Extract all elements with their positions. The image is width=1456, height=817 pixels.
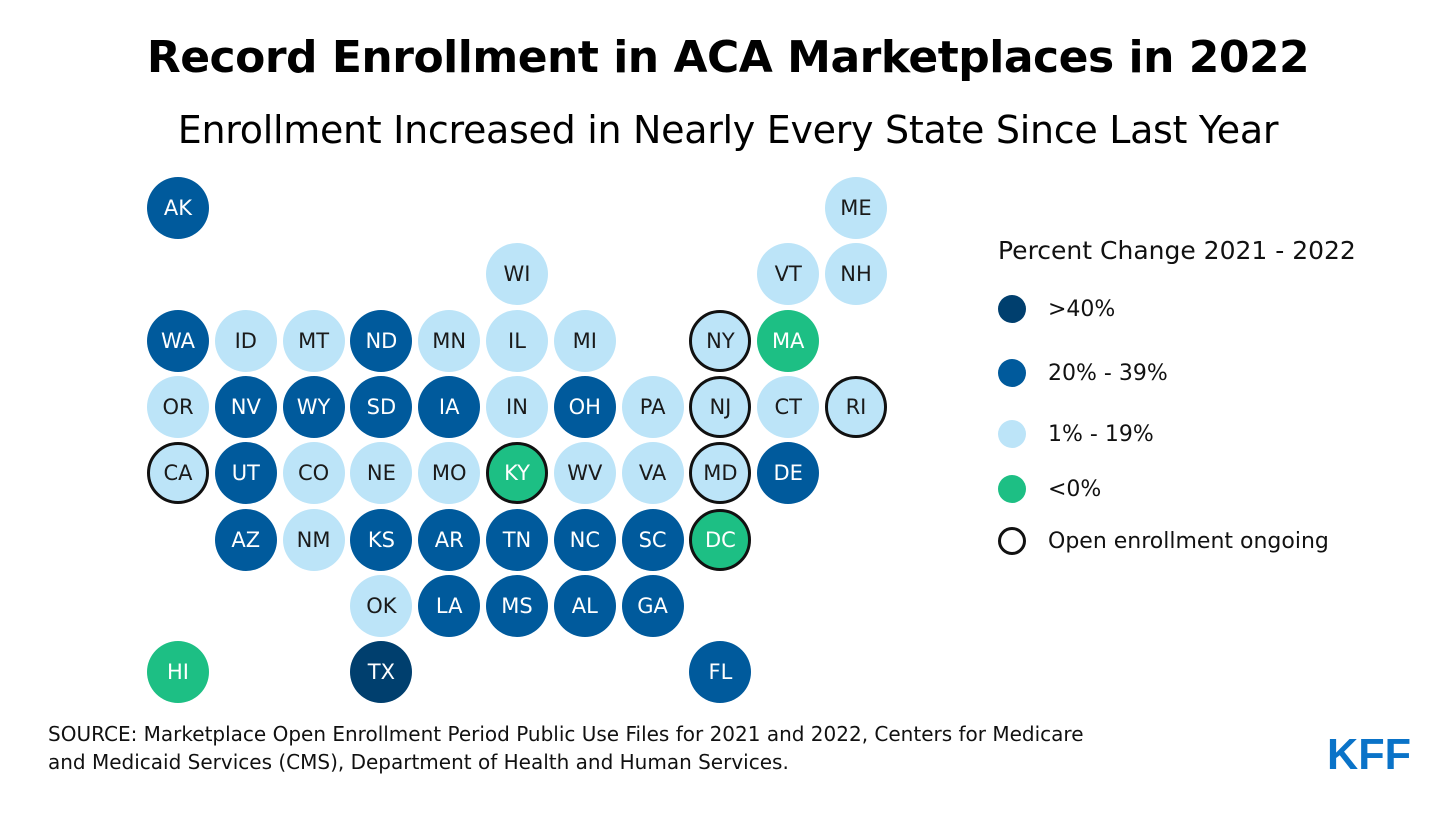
- legend-label-20to39: 20% - 39%: [1048, 360, 1168, 386]
- state-va: VA: [621, 442, 684, 505]
- state-il: IL: [486, 309, 548, 372]
- legend-label-gt40: >40%: [1048, 296, 1116, 322]
- state-or: OR: [147, 375, 209, 438]
- state-nh: NH: [825, 243, 887, 306]
- state-id: ID: [214, 309, 277, 372]
- state-ne: NE: [350, 442, 413, 505]
- legend-item-20to39: 20% - 39%: [998, 358, 1168, 388]
- legend: Percent Change 2021 - 2022 >40% 20% - 39…: [998, 236, 1438, 576]
- state-ri: RI: [825, 375, 887, 438]
- state-wv: WV: [553, 442, 616, 505]
- state-mt: MT: [282, 309, 345, 372]
- state-nc: NC: [553, 508, 616, 571]
- kff-logo-text: KFF: [1327, 732, 1411, 772]
- state-ms: MS: [486, 574, 548, 637]
- state-tile-map: AK ME WI VT NH WA ID MT ND MN IL MI NY MA OR NV WY SD IA IN…: [147, 177, 887, 704]
- state-nd: ND: [350, 309, 413, 372]
- state-la: LA: [418, 574, 481, 637]
- state-fl: FL: [689, 641, 752, 704]
- state-co: CO: [282, 442, 345, 505]
- legend-label-lt0: <0%: [1048, 476, 1102, 502]
- legend-swatch-1to19: [998, 420, 1026, 448]
- state-hi: HI: [147, 641, 209, 704]
- state-dc: DC: [689, 508, 752, 571]
- legend-item-lt0: <0%: [998, 474, 1101, 504]
- state-ok: OK: [350, 574, 413, 637]
- state-ar: AR: [418, 508, 481, 571]
- legend-title: Percent Change 2021 - 2022: [998, 236, 1356, 265]
- state-de: DE: [757, 442, 820, 505]
- state-vt: VT: [757, 243, 820, 306]
- state-ma: MA: [757, 309, 820, 372]
- state-wi: WI: [486, 243, 548, 306]
- state-tn: TN: [486, 508, 548, 571]
- legend-label-open: Open enrollment ongoing: [1048, 528, 1329, 554]
- state-mi: MI: [553, 309, 616, 372]
- state-az: AZ: [214, 508, 277, 571]
- source-note: SOURCE: Marketplace Open Enrollment Peri…: [48, 720, 1168, 776]
- state-ut: UT: [214, 442, 277, 505]
- state-in: IN: [486, 375, 548, 438]
- legend-item-open: Open enrollment ongoing: [998, 526, 1329, 556]
- state-me: ME: [825, 177, 887, 239]
- state-ia: IA: [418, 375, 481, 438]
- state-sc: SC: [621, 508, 684, 571]
- state-mn: MN: [418, 309, 481, 372]
- state-ny: NY: [689, 309, 752, 372]
- state-al: AL: [553, 574, 616, 637]
- source-line-2: and Medicaid Services (CMS), Department …: [48, 750, 789, 774]
- state-wa: WA: [147, 309, 209, 372]
- legend-swatch-20to39: [998, 359, 1026, 387]
- state-oh: OH: [553, 375, 616, 438]
- state-ky: KY: [486, 442, 548, 505]
- state-ct: CT: [757, 375, 820, 438]
- page-subtitle: Enrollment Increased in Nearly Every Sta…: [177, 108, 1279, 152]
- legend-swatch-lt0: [998, 475, 1026, 503]
- state-ga: GA: [621, 574, 684, 637]
- state-nv: NV: [214, 375, 277, 438]
- state-tx: TX: [350, 641, 413, 704]
- legend-label-1to19: 1% - 19%: [1048, 421, 1154, 447]
- state-ca: CA: [147, 442, 209, 505]
- state-nm: NM: [282, 508, 345, 571]
- legend-swatch-open: [998, 527, 1026, 555]
- state-md: MD: [689, 442, 752, 505]
- state-ks: KS: [350, 508, 413, 571]
- state-ak: AK: [147, 177, 209, 239]
- state-pa: PA: [621, 375, 684, 438]
- state-nj: NJ: [689, 375, 752, 438]
- source-line-1: SOURCE: Marketplace Open Enrollment Peri…: [48, 722, 1084, 746]
- legend-swatch-gt40: [998, 295, 1026, 323]
- legend-item-gt40: >40%: [998, 294, 1115, 324]
- state-mo: MO: [418, 442, 481, 505]
- state-wy: WY: [282, 375, 345, 438]
- kff-logo: KFF: [1327, 732, 1411, 772]
- page-title: Record Enrollment in ACA Marketplaces in…: [146, 32, 1310, 83]
- state-sd: SD: [350, 375, 413, 438]
- legend-item-1to19: 1% - 19%: [998, 419, 1154, 449]
